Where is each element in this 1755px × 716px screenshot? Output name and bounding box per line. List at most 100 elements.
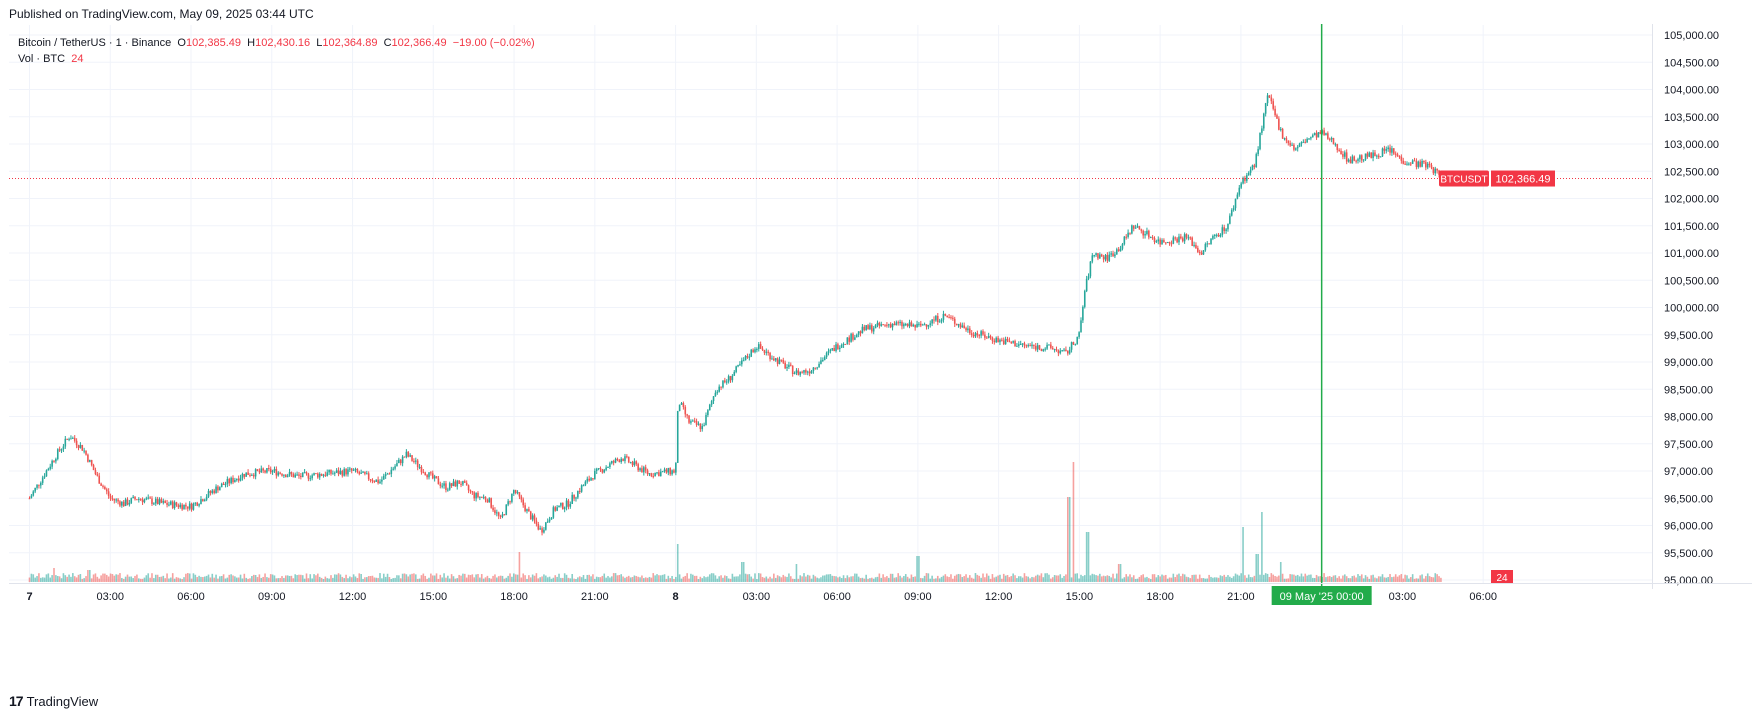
volume-bar	[318, 576, 321, 582]
volume-bar	[637, 576, 639, 582]
volume-bar	[688, 578, 690, 582]
volume-bar	[1253, 575, 1256, 582]
volume-bar	[1033, 577, 1035, 582]
candle-body	[1070, 342, 1073, 350]
volume-bar	[1332, 575, 1335, 582]
volume-bar	[603, 573, 606, 582]
volume-bar	[177, 577, 180, 582]
price-scale[interactable]: 105,000.00104,500.00104,000.00103,500.00…	[1664, 30, 1719, 587]
volume-value: 24	[71, 53, 84, 65]
volume-bar	[1311, 577, 1314, 582]
candle-body	[130, 498, 133, 503]
volume-bar	[827, 574, 830, 582]
volume-bar	[70, 576, 72, 582]
candle-body	[38, 484, 40, 486]
candle-body	[1281, 128, 1284, 139]
volume-bar	[1376, 578, 1378, 582]
volume-bar	[1381, 574, 1384, 582]
volume-bar	[1379, 576, 1382, 582]
symbol-title[interactable]: Bitcoin / TetherUS · 1 · Binance	[18, 37, 172, 49]
volume-bar	[529, 577, 532, 582]
candle-body	[396, 463, 398, 467]
volume-bar	[360, 574, 362, 582]
volume-bar	[609, 577, 611, 582]
volume-bar	[1002, 573, 1005, 582]
candle-body	[1067, 351, 1069, 354]
candle-body	[369, 479, 372, 481]
candle-body	[1068, 349, 1071, 354]
volume-bar	[624, 577, 626, 582]
candle-body	[516, 492, 519, 494]
candle-body	[1264, 103, 1267, 114]
volume-bar	[1057, 575, 1060, 582]
volume-tag-text: 24	[1496, 573, 1508, 584]
volume-bar	[281, 576, 283, 582]
candle-body	[1257, 149, 1259, 155]
candle-body	[1230, 210, 1233, 216]
volume-bar	[1001, 578, 1003, 582]
volume-bar	[1217, 577, 1220, 582]
candle-body	[1419, 161, 1421, 167]
volume-bar	[264, 573, 266, 582]
candle-body	[258, 470, 261, 473]
volume-bar	[245, 577, 248, 582]
candle-body	[936, 315, 939, 323]
volume-bar	[669, 578, 671, 582]
candle-body	[1315, 132, 1318, 138]
candle-body	[296, 474, 298, 476]
candle-body	[1117, 249, 1120, 252]
volume-bar	[119, 573, 121, 582]
candle-body	[1008, 340, 1011, 343]
volume-bar	[665, 578, 668, 582]
volume-bar	[394, 577, 396, 582]
time-scale[interactable]: 7 03:00 06:00 09:00 12:00 15:00 18:00 21:00 8 03:…	[26, 591, 1497, 603]
volume-bar	[629, 577, 632, 582]
volume-bar	[746, 574, 749, 582]
candle-body	[725, 381, 728, 383]
tradingview-logo[interactable]: 17 TradingView	[9, 693, 98, 709]
candle-body	[923, 324, 926, 326]
volume-bar	[433, 575, 436, 582]
candle-body	[1385, 149, 1388, 151]
price-tick-label: 101,500.00	[1664, 221, 1719, 233]
candle-body	[1404, 163, 1406, 165]
symbol-tag-text: BTCUSDT	[1440, 175, 1487, 186]
candle-body	[217, 486, 219, 491]
candle-body	[925, 324, 928, 327]
candle-body	[301, 472, 304, 478]
candle-body	[1430, 165, 1433, 168]
candle-body	[1426, 163, 1429, 168]
candle-body	[1153, 237, 1156, 243]
volume-bar	[837, 577, 839, 582]
candle-body	[70, 438, 72, 440]
volume-label[interactable]: Vol · BTC	[18, 53, 66, 65]
candle-body	[328, 469, 330, 473]
candle-body	[373, 481, 376, 483]
candle-body	[1042, 349, 1045, 351]
candle-body	[488, 498, 491, 503]
volume-bar	[678, 574, 681, 582]
candle-body	[1040, 348, 1043, 351]
volume-bar	[701, 578, 704, 582]
candle-body	[1080, 320, 1082, 333]
volume-bar	[912, 576, 915, 582]
candle-body	[688, 415, 690, 423]
candle-body	[620, 458, 623, 463]
volume-bar	[1415, 578, 1418, 582]
candle-body	[959, 324, 962, 328]
volume-bar	[865, 574, 867, 582]
volume-bar	[111, 574, 114, 582]
candle-body	[454, 481, 457, 487]
candle-body	[418, 466, 421, 468]
volume-bar	[1089, 575, 1092, 582]
volume-bar	[972, 578, 975, 582]
volume-bar	[659, 575, 662, 582]
candle-body	[622, 458, 624, 461]
candle-body	[712, 396, 715, 402]
candle-body	[1104, 255, 1107, 260]
volume-bar	[249, 578, 251, 582]
candle-body	[541, 528, 543, 533]
volume-bar	[1142, 574, 1144, 582]
candle-body	[661, 471, 664, 473]
